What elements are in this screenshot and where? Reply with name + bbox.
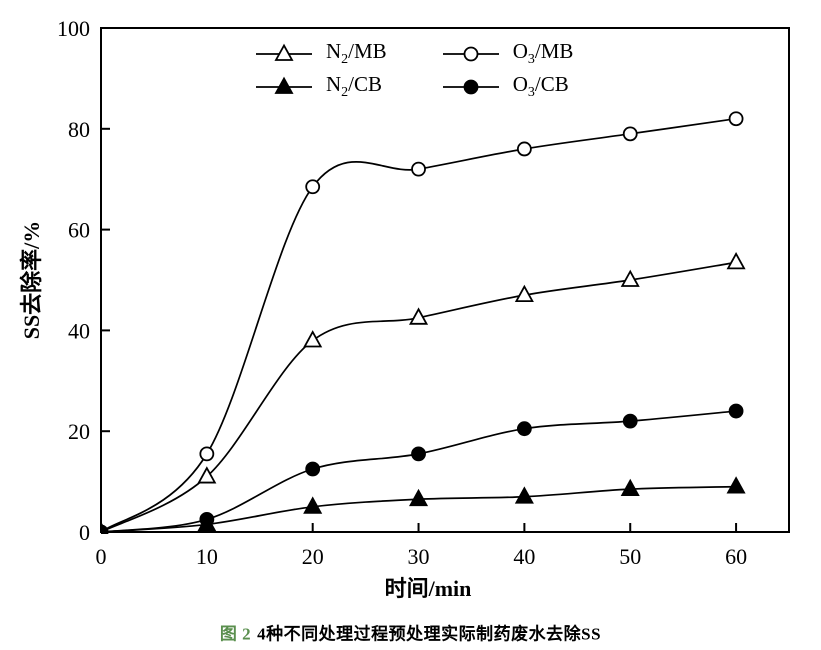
y-tick-label: 100 (57, 16, 90, 41)
triangle-open-marker (409, 307, 429, 325)
triangle-open-icon (256, 43, 312, 61)
ss-removal-line-chart: 0 10 20 30 40 50 60 0 20 40 60 80 100 (57, 16, 790, 569)
y-tick-label: 60 (68, 218, 90, 243)
circle-open-marker (305, 179, 321, 195)
x-tick-label: 60 (725, 544, 747, 569)
triangle-open-marker (514, 284, 534, 303)
circle-open-marker (199, 446, 215, 462)
legend-item-N2/CB: N2/CB (256, 73, 387, 101)
series-line-O3/CB (101, 410, 737, 533)
triangle-filled-marker (274, 76, 294, 94)
legend-label-O3/CB: O3/CB (512, 71, 569, 101)
triangle-filled-marker (303, 496, 323, 514)
triangle-filled-marker (409, 488, 429, 507)
y-tick-label: 20 (68, 419, 90, 444)
series-O3/MB (101, 111, 744, 534)
legend-item-N2/MB: N2/MB (256, 40, 387, 68)
series-N2/MB (101, 251, 746, 534)
x-tick-label: 20 (302, 544, 324, 569)
circle-open-marker (411, 161, 426, 177)
circle-filled-marker (728, 403, 744, 419)
x-tick-label: 30 (408, 544, 430, 569)
circle-open-marker (622, 126, 638, 142)
circle-open-marker (463, 46, 479, 62)
y-tick-label: 80 (68, 117, 90, 142)
y-axis-label: SS去除率/% (19, 220, 44, 340)
triangle-filled-marker (726, 476, 746, 494)
triangle-open-marker (274, 43, 294, 61)
series-line-O3/MB (101, 117, 737, 533)
chart-legend: N2/MB O3/MB N2/CB O3/CB (256, 40, 573, 101)
legend-label-N2/CB: N2/CB (326, 71, 383, 101)
circle-filled-marker (101, 524, 109, 534)
circle-filled-marker (463, 79, 479, 95)
plot-frame (100, 27, 790, 533)
x-axis-label: 时间/min (384, 576, 472, 601)
circle-filled-marker (516, 421, 532, 437)
triangle-open-marker (197, 466, 217, 484)
caption-figure-number: 图 2 (219, 624, 252, 644)
x-tick-label: 10 (196, 544, 218, 569)
legend-item-O3/CB: O3/CB (442, 71, 574, 101)
circle-open-marker (516, 141, 532, 157)
triangle-open-marker (620, 269, 640, 287)
x-tick-label: 0 (96, 544, 107, 569)
legend-item-O3/MB: O3/MB (442, 38, 574, 68)
triangle-filled-icon (256, 76, 312, 94)
x-tick-label: 40 (513, 544, 535, 569)
circle-filled-marker (411, 446, 426, 462)
circle-filled-marker (622, 413, 638, 429)
triangle-filled-marker (620, 478, 640, 497)
circle-filled-marker (305, 461, 321, 477)
figure-caption: 图 2 4种不同处理过程预处理实际制药废水去除SS (220, 620, 601, 645)
y-tick-label: 0 (79, 520, 90, 545)
x-tick-label: 50 (619, 544, 641, 569)
circle-open-icon (442, 46, 499, 62)
caption-text: 4种不同处理过程预处理实际制药废水去除SS (257, 624, 602, 644)
triangle-open-marker (303, 330, 323, 348)
y-tick-label: 40 (68, 318, 90, 343)
triangle-filled-marker (514, 486, 534, 504)
legend-label-N2/MB: N2/MB (326, 38, 387, 68)
legend-label-O3/MB: O3/MB (512, 38, 574, 68)
circle-open-marker (728, 111, 744, 127)
circle-filled-icon (442, 79, 499, 95)
series-O3/CB (101, 403, 744, 534)
triangle-open-marker (726, 251, 746, 270)
circle-filled-marker (199, 512, 215, 527)
